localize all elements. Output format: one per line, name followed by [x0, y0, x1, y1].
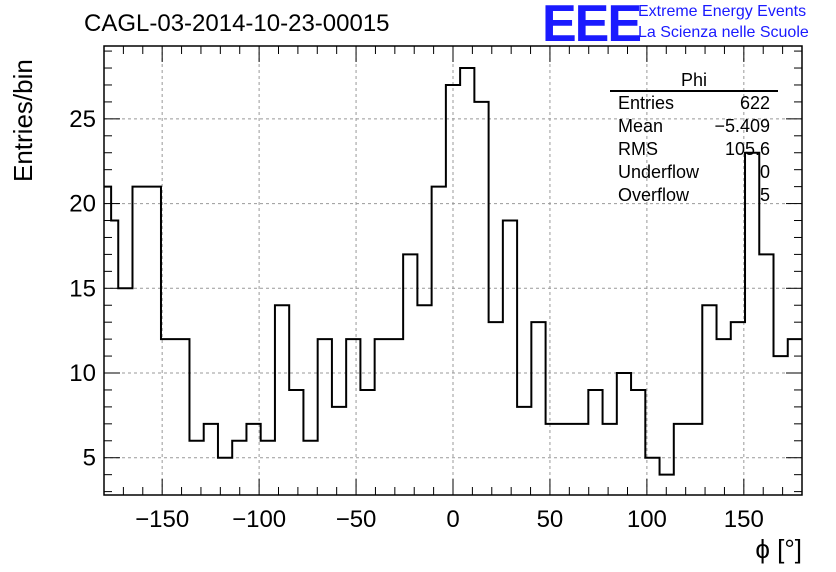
stats-row-rms: RMS 105.6 [610, 138, 778, 161]
x-tick-label: −50 [336, 506, 377, 533]
x-tick-label: 0 [446, 506, 459, 533]
stats-label: Overflow [618, 185, 690, 205]
y-axis-label: Entries/bin [8, 59, 38, 182]
x-tick-label: −150 [135, 506, 189, 533]
stats-row-overflow: Overflow 5 [610, 184, 778, 207]
x-tick-label: −100 [232, 506, 286, 533]
stats-label: RMS [618, 139, 658, 159]
x-tick-label: 150 [724, 506, 764, 533]
y-tick-label: 10 [69, 360, 96, 387]
x-axis-label: ϕ [°] [755, 534, 802, 564]
y-tick-label: 20 [69, 191, 96, 218]
stats-title: Phi [610, 70, 778, 92]
stats-label: Mean [618, 116, 664, 136]
plot-title: CAGL-03-2014-10-23-00015 [84, 10, 390, 37]
stats-label: Entries [618, 93, 675, 113]
stats-row-entries: Entries 622 [610, 92, 778, 115]
x-tick-label: 50 [537, 506, 564, 533]
stats-label: Underflow [618, 162, 700, 182]
grid-lines [104, 46, 802, 495]
stats-box: Phi Entries 622 Mean −5.409 RMS 105.6 Un… [610, 70, 778, 207]
logo-line-2: La Scienza nelle Scuole [638, 24, 809, 41]
y-tick-label: 25 [69, 106, 96, 133]
y-tick-label: 5 [83, 445, 96, 472]
stats-value: 622 [739, 93, 770, 113]
stats-value: 0 [759, 162, 770, 182]
stats-value: 5 [759, 185, 770, 205]
x-tick-label: 100 [627, 506, 667, 533]
stats-row-underflow: Underflow 0 [610, 161, 778, 184]
y-tick-label: 15 [69, 275, 96, 302]
y-tick-labels: 5 10 15 20 25 [69, 106, 96, 472]
axis-ticks [104, 46, 803, 495]
stats-row-mean: Mean −5.409 [610, 115, 778, 138]
x-tick-labels: −150 −100 −50 0 50 100 150 [135, 506, 764, 533]
stats-value: 105.6 [724, 139, 770, 159]
histogram-line [104, 67, 802, 476]
eee-logo: EEE [542, 0, 642, 53]
stats-value: −5.409 [714, 116, 770, 136]
logo-line-1: Extreme Energy Events [638, 3, 807, 20]
